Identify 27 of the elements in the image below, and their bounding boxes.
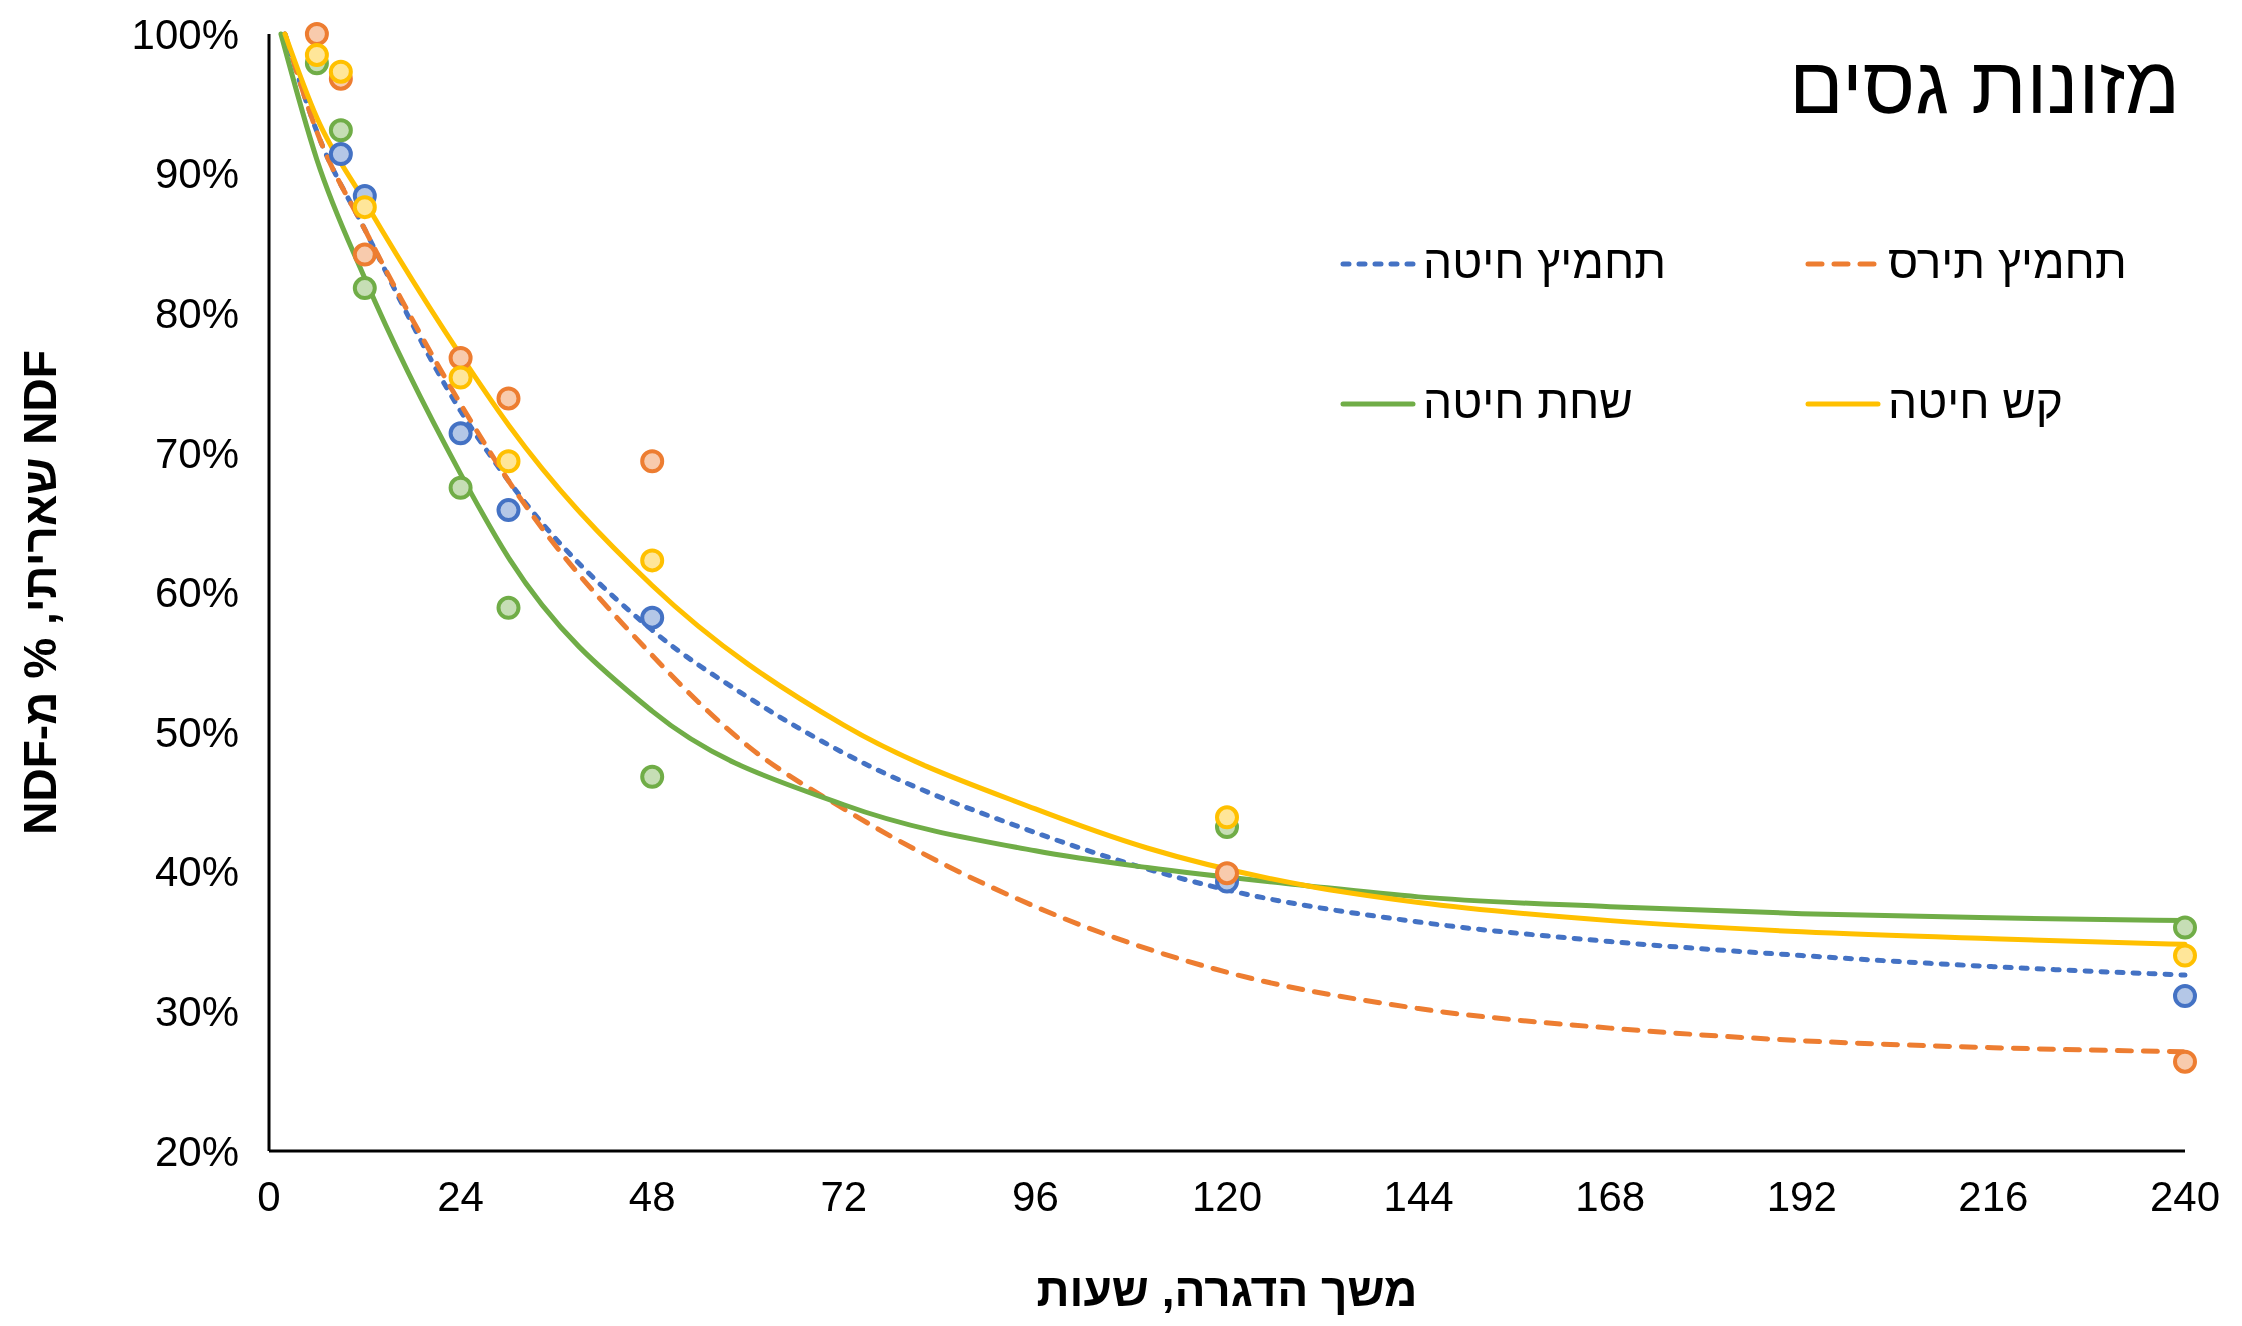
x-tick-label: 0 [257, 1173, 281, 1220]
x-tick-label: 96 [1012, 1173, 1059, 1220]
y-tick-label: 50% [154, 708, 239, 756]
y-tick-label: 90% [154, 150, 239, 198]
y-tick-label: 40% [154, 848, 239, 896]
y-tick-label: 80% [154, 289, 239, 337]
x-tick-label: 72 [820, 1173, 868, 1220]
legend-label: קש חיטה [1888, 376, 2063, 428]
x-tick-label: 120 [1191, 1173, 1263, 1220]
x-tick-label: 216 [1958, 1173, 2029, 1220]
x-tick-label: 168 [1575, 1173, 1646, 1220]
legend-label: תחמיץ תירס [1888, 236, 2127, 288]
x-tick-label: 48 [628, 1173, 676, 1220]
y-axis-title: NDF שאריתי, % מ-NDF [14, 350, 66, 835]
y-tick-label: 60% [154, 569, 239, 617]
x-tick-label: 192 [1766, 1173, 1837, 1220]
chart-title: מזונות גסים [1789, 41, 2180, 130]
x-axis-title: משך הדגרה, שעות [1036, 1264, 1418, 1316]
legend-label: תחמיץ חיטה [1423, 236, 1666, 288]
legend-label: שחת חיטה [1423, 376, 1633, 428]
y-tick-label: 100% [131, 10, 239, 58]
y-tick-label: 30% [154, 988, 239, 1036]
y-tick-label: 20% [154, 1127, 239, 1175]
x-tick-label: 144 [1383, 1173, 1454, 1220]
x-tick-label: 240 [2149, 1173, 2221, 1220]
y-tick-label: 70% [154, 429, 239, 477]
x-tick-label: 24 [437, 1173, 484, 1220]
